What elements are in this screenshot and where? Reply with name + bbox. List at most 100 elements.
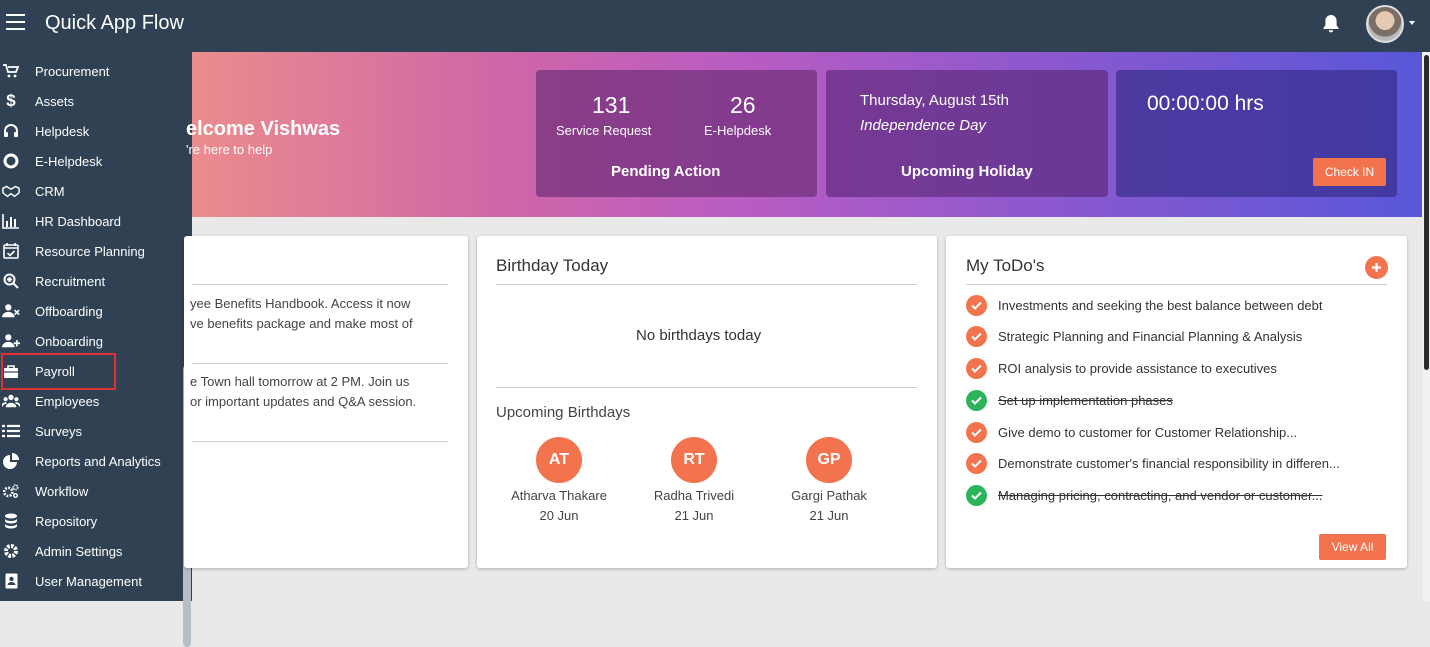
sidebar-item-label: Admin Settings bbox=[35, 543, 123, 559]
check-in-button[interactable]: Check IN bbox=[1313, 158, 1386, 186]
id-badge-icon bbox=[2, 572, 20, 590]
sidebar-item-label: Onboarding bbox=[35, 333, 103, 349]
birthday-name: Gargi Pathak bbox=[791, 488, 867, 503]
birthday-panel bbox=[477, 236, 937, 568]
todo-item[interactable]: Demonstrate customer's financial respons… bbox=[966, 453, 1391, 475]
service-request-label[interactable]: Service Request bbox=[556, 123, 652, 138]
check-icon[interactable] bbox=[966, 326, 987, 347]
announcement-item[interactable]: e Town hall tomorrow at 2 PM. Join us or… bbox=[190, 372, 416, 412]
view-all-button[interactable]: View All bbox=[1319, 534, 1386, 560]
sidebar-item-hr-dashboard[interactable]: HR Dashboard bbox=[0, 206, 180, 236]
page-scrollbar-thumb[interactable] bbox=[1424, 55, 1429, 370]
todo-item[interactable]: ROI analysis to provide assistance to ex… bbox=[966, 358, 1391, 380]
todo-title: My ToDo's bbox=[966, 256, 1045, 275]
sidebar-item-label: Assets bbox=[35, 93, 75, 109]
avatar[interactable]: RT bbox=[671, 437, 717, 483]
announcement-line: or important updates and Q&A session. bbox=[190, 394, 417, 409]
bar-chart-icon bbox=[2, 212, 20, 230]
sidebar-item-label: Payroll bbox=[35, 363, 75, 379]
add-todo-button[interactable] bbox=[1365, 256, 1388, 279]
sidebar-item-user-management[interactable]: User Management bbox=[0, 566, 180, 596]
divider bbox=[496, 387, 917, 388]
todo-item[interactable]: Strategic Planning and Financial Plannin… bbox=[966, 326, 1391, 348]
divider bbox=[192, 363, 448, 364]
sidebar-item-reports-and-analytics[interactable]: Reports and Analytics bbox=[0, 446, 180, 476]
birthday-date: 20 Jun bbox=[539, 508, 579, 523]
e-helpdesk-label[interactable]: E-Helpdesk bbox=[704, 123, 772, 138]
todo-item[interactable]: Investments and seeking the best balance… bbox=[966, 295, 1391, 317]
todo-text: Managing pricing, contracting, and vendo… bbox=[998, 488, 1323, 503]
service-request-count: 131 bbox=[592, 92, 631, 118]
handshake-icon bbox=[2, 182, 20, 200]
top-bar: Quick App Flow bbox=[0, 0, 1430, 52]
divider bbox=[192, 284, 448, 285]
avatar[interactable]: GP bbox=[806, 437, 852, 483]
welcome-subtitle: 're here to help bbox=[186, 142, 273, 157]
todo-text: ROI analysis to provide assistance to ex… bbox=[998, 361, 1277, 376]
announcement-item[interactable]: yee Benefits Handbook. Access it now ve … bbox=[190, 294, 413, 334]
sidebar-item-label: Procurement bbox=[35, 63, 110, 79]
todo-panel bbox=[946, 236, 1407, 568]
sidebar-item-workflow[interactable]: Workflow bbox=[0, 476, 180, 506]
hamburger-menu-icon[interactable] bbox=[6, 14, 25, 30]
sidebar-item-label: Repository bbox=[35, 513, 98, 529]
sidebar-item-assets[interactable]: $ Assets bbox=[0, 86, 180, 116]
birthday-date: 21 Jun bbox=[674, 508, 714, 523]
caret-down-icon[interactable] bbox=[1409, 21, 1415, 25]
sidebar-item-employees[interactable]: Employees bbox=[0, 386, 180, 416]
plus-icon bbox=[1372, 263, 1381, 272]
sidebar-item-label: CRM bbox=[35, 183, 65, 199]
divider bbox=[192, 441, 448, 442]
payroll-highlight-box bbox=[1, 353, 116, 390]
sidebar-item-repository[interactable]: Repository bbox=[0, 506, 180, 536]
sidebar-item-label: Offboarding bbox=[35, 303, 103, 319]
todo-text: Demonstrate customer's financial respons… bbox=[998, 456, 1340, 471]
lifebuoy-icon bbox=[2, 152, 20, 170]
user-add-icon bbox=[2, 332, 20, 350]
announcement-line: e Town hall tomorrow at 2 PM. Join us bbox=[190, 374, 410, 389]
sidebar-item-label: Reports and Analytics bbox=[35, 453, 161, 469]
upcoming-holiday-card: Thursday, August 15th Independence Day U… bbox=[826, 70, 1108, 197]
cogs-icon bbox=[2, 482, 20, 500]
todo-item[interactable]: Managing pricing, contracting, and vendo… bbox=[966, 485, 1391, 507]
birthday-date: 21 Jun bbox=[809, 508, 849, 523]
avatar[interactable] bbox=[1366, 5, 1404, 43]
sidebar-item-label: Recruitment bbox=[35, 273, 106, 289]
sidebar-item-offboarding[interactable]: Offboarding bbox=[0, 296, 180, 326]
gear-icon bbox=[2, 542, 20, 560]
check-icon[interactable] bbox=[966, 390, 987, 411]
holiday-date: Thursday, August 15th bbox=[860, 92, 1009, 109]
search-plus-icon bbox=[2, 272, 20, 290]
sidebar-item-onboarding[interactable]: Onboarding bbox=[0, 326, 180, 356]
birthday-name: Atharva Thakare bbox=[511, 488, 607, 503]
sidebar-item-admin-settings[interactable]: Admin Settings bbox=[0, 536, 180, 566]
todo-item[interactable]: Set up implementation phases bbox=[966, 390, 1391, 412]
check-icon[interactable] bbox=[966, 485, 987, 506]
timer-display: 00:00:00 hrs bbox=[1147, 92, 1264, 115]
database-icon bbox=[2, 512, 20, 530]
todo-text: Give demo to customer for Customer Relat… bbox=[998, 425, 1298, 440]
todo-item[interactable]: Give demo to customer for Customer Relat… bbox=[966, 422, 1391, 444]
check-icon[interactable] bbox=[966, 453, 987, 474]
sidebar-item-surveys[interactable]: Surveys bbox=[0, 416, 180, 446]
avatar[interactable]: AT bbox=[536, 437, 582, 483]
sidebar-item-label: HR Dashboard bbox=[35, 213, 121, 229]
calendar-check-icon bbox=[2, 242, 20, 260]
birthday-title: Birthday Today bbox=[496, 256, 609, 275]
sidebar-item-label: Workflow bbox=[35, 483, 89, 499]
check-icon[interactable] bbox=[966, 358, 987, 379]
sidebar-item-resource-planning[interactable]: Resource Planning bbox=[0, 236, 180, 266]
check-icon[interactable] bbox=[966, 422, 987, 443]
check-icon[interactable] bbox=[966, 295, 987, 316]
holiday-name: Independence Day bbox=[860, 117, 986, 134]
sidebar-item-recruitment[interactable]: Recruitment bbox=[0, 266, 180, 296]
sidebar-item-helpdesk[interactable]: Helpdesk bbox=[0, 116, 180, 146]
bell-icon[interactable] bbox=[1322, 14, 1340, 34]
sidebar-item-e-helpdesk[interactable]: E-Helpdesk bbox=[0, 146, 180, 176]
birthday-name: Radha Trivedi bbox=[653, 488, 735, 503]
sidebar-item-procurement[interactable]: Procurement bbox=[0, 56, 180, 86]
briefcase-icon bbox=[2, 362, 20, 380]
list-icon bbox=[2, 422, 20, 440]
sidebar-item-crm[interactable]: CRM bbox=[0, 176, 180, 206]
sidebar-item-payroll[interactable]: Payroll bbox=[0, 356, 180, 386]
